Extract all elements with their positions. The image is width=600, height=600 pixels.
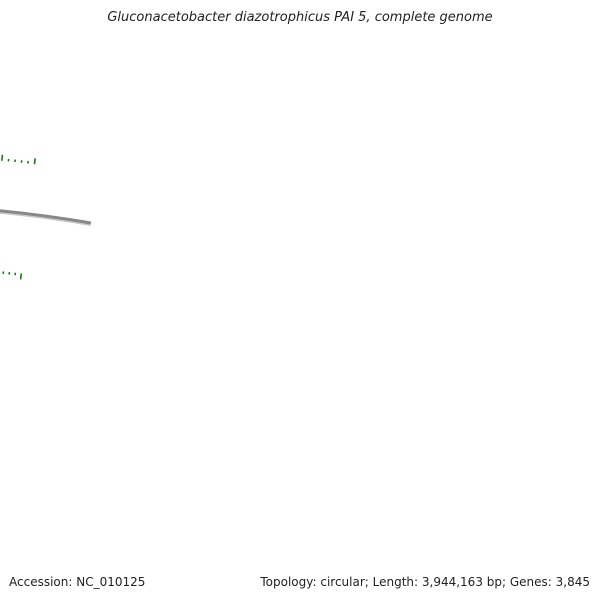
outer-tick (33, 158, 36, 165)
map-title: Gluconacetobacter diazotrophicus PAI 5, … (107, 10, 493, 25)
outer-tick (1, 154, 4, 161)
backbone (0, 209, 92, 225)
inner-tick (19, 273, 23, 280)
genome-summary: Topology: circular; Length: 3,944,163 bp… (260, 575, 590, 589)
backbone-shadow (0, 211, 91, 226)
accession-text: Accession: NC_010125 (9, 575, 146, 589)
